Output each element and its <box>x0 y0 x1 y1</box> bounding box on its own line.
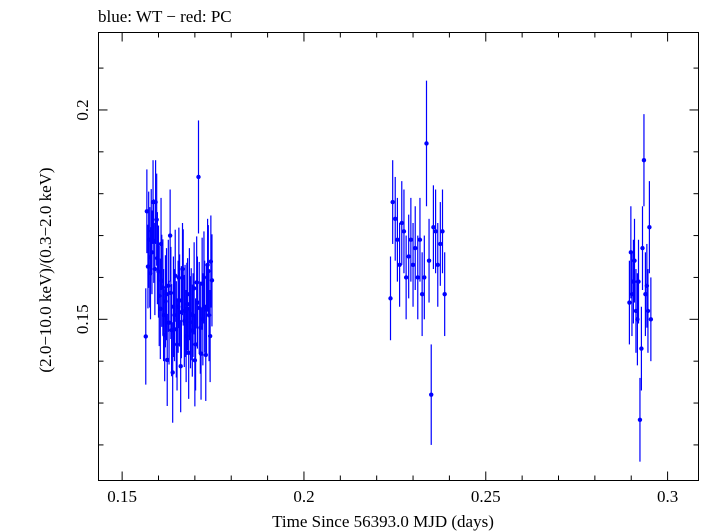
y-tick-label: 0.15 <box>73 304 92 334</box>
data-point <box>640 245 645 251</box>
data-point <box>639 346 644 351</box>
data-point <box>632 258 637 263</box>
data-point <box>144 209 150 214</box>
data-point <box>406 254 411 259</box>
data-point <box>419 291 425 297</box>
data-point <box>206 268 211 274</box>
data-point <box>435 262 440 268</box>
x-tick-label: 0.3 <box>657 487 678 506</box>
data-point <box>191 286 197 291</box>
data-point <box>424 141 429 146</box>
data-point <box>415 275 420 280</box>
data-point <box>395 237 400 242</box>
data-point <box>173 273 178 278</box>
data-point <box>164 291 169 297</box>
data-point <box>647 224 652 230</box>
data-point <box>403 275 409 280</box>
data-point <box>180 266 185 272</box>
data-point <box>399 220 404 226</box>
data-point <box>641 158 647 163</box>
data-point <box>195 300 200 305</box>
data-point <box>166 320 172 325</box>
axis-tick-labels: 0.15 0.2 0.25 0.3 0.15 0.2 <box>73 99 678 506</box>
y-axis-label: (2.0−10.0 keV)/(0.3−2.0 keV) <box>36 167 55 372</box>
x-tick-label: 0.15 <box>107 487 137 506</box>
data-point <box>390 199 395 205</box>
data-point <box>442 291 447 297</box>
data-point <box>185 302 190 307</box>
data-point <box>168 290 174 296</box>
data-point <box>401 229 407 234</box>
data-point <box>149 250 155 255</box>
data-point <box>645 308 651 314</box>
data-point <box>433 229 438 234</box>
data-point <box>627 300 632 305</box>
data-point <box>431 224 436 230</box>
data-point <box>422 275 427 280</box>
chart-title: blue: WT − red: PC <box>98 7 232 26</box>
data-point <box>160 285 166 290</box>
data-point <box>143 334 148 339</box>
data-point <box>152 266 158 272</box>
data-point <box>636 279 641 284</box>
data-point <box>194 280 199 285</box>
data-point <box>193 342 198 347</box>
data-point <box>440 229 445 234</box>
data-point <box>410 262 416 268</box>
data-point <box>408 237 414 242</box>
data-point <box>177 298 182 303</box>
data-point <box>397 262 402 268</box>
x-tick-label: 0.25 <box>471 487 501 506</box>
data-point <box>207 333 213 339</box>
x-tick-label: 0.2 <box>293 487 314 506</box>
data-point <box>201 275 207 280</box>
data-point <box>388 296 393 301</box>
data-point <box>170 370 175 375</box>
data-point <box>198 351 204 356</box>
data-point <box>426 258 432 263</box>
data-point <box>165 357 170 363</box>
data-point <box>413 245 418 251</box>
data-point <box>154 217 159 222</box>
y-tick-label: 0.2 <box>73 99 92 120</box>
data-series-wt <box>143 80 654 462</box>
data-point <box>393 216 398 222</box>
data-point <box>417 237 423 242</box>
data-point <box>196 174 201 180</box>
data-point <box>166 283 171 289</box>
data-point <box>205 262 210 268</box>
data-point <box>637 417 643 422</box>
data-point <box>203 352 208 358</box>
data-point <box>648 317 654 322</box>
data-point <box>186 350 191 355</box>
data-point <box>192 358 198 363</box>
plot-frame <box>98 32 699 481</box>
data-point <box>438 241 443 247</box>
data-point <box>209 278 215 283</box>
x-axis-label: Time Since 56393.0 MJD (days) <box>272 512 494 531</box>
data-point <box>178 363 183 369</box>
axis-ticks <box>98 32 699 481</box>
data-point <box>429 392 434 397</box>
data-point <box>167 233 173 238</box>
data-point <box>176 275 182 281</box>
